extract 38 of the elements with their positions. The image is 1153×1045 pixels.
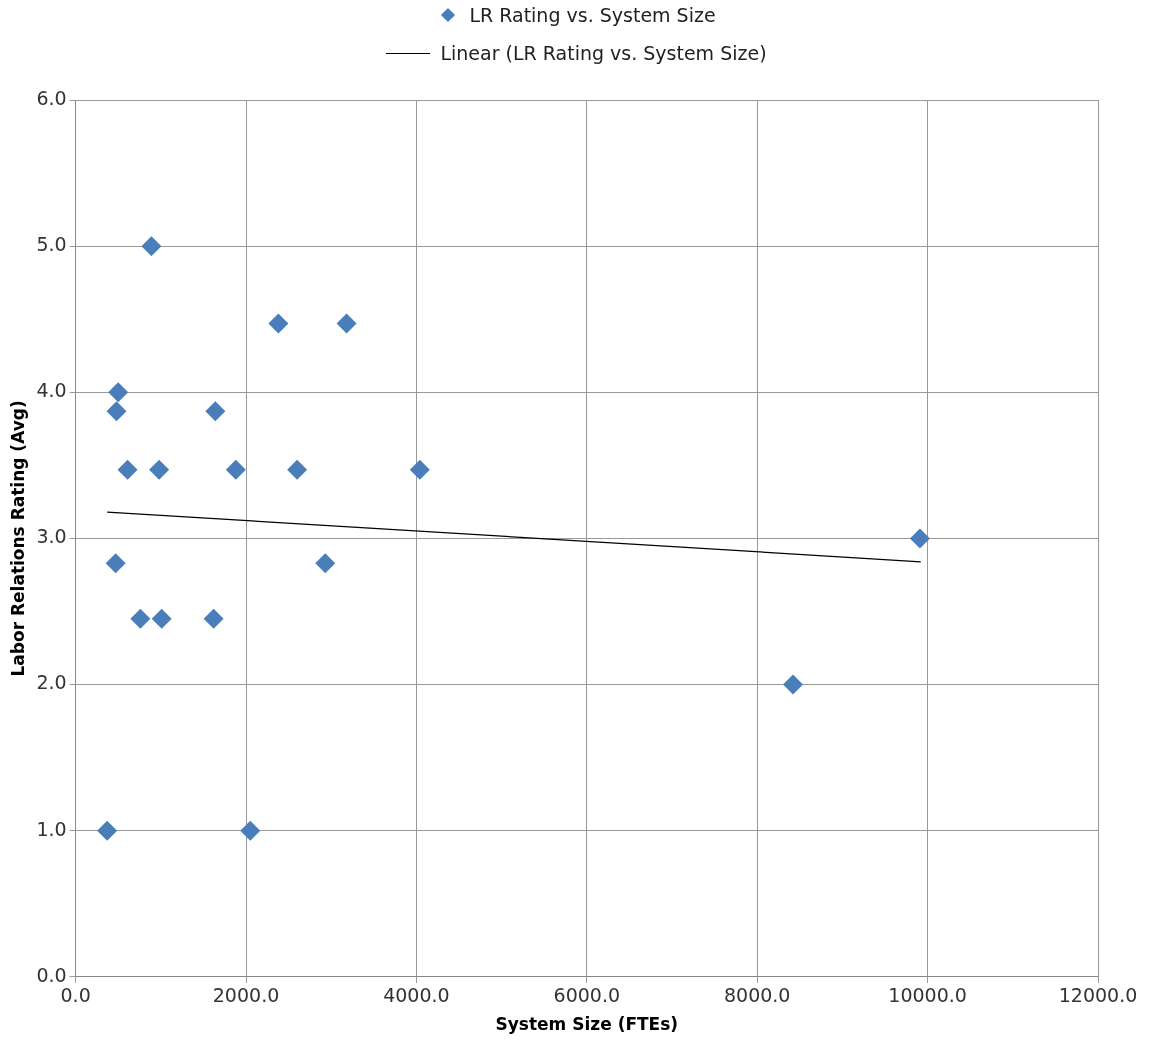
point — [909, 528, 930, 549]
point — [287, 459, 308, 480]
point — [149, 459, 170, 480]
point — [315, 553, 336, 574]
x-tick-label: 10000.0 — [888, 984, 967, 1007]
x-tick-label: 12000.0 — [1058, 984, 1138, 1007]
point — [240, 820, 261, 841]
legend-label: LR Rating vs. System Size — [469, 4, 716, 26]
point — [782, 674, 803, 695]
point — [268, 313, 289, 334]
legend-label: Linear (LR Rating vs. System Size) — [440, 42, 767, 64]
point — [409, 459, 430, 480]
x-tick-label: 8000.0 — [723, 984, 791, 1007]
x-tick-label: 2000.0 — [212, 984, 280, 1007]
y-axis-title: Labor Relations Rating (Avg) — [7, 400, 28, 677]
point — [203, 608, 224, 629]
y-tick-label: 0.0 — [36, 963, 67, 986]
point — [97, 820, 118, 841]
point — [336, 313, 357, 334]
point — [225, 459, 246, 480]
x-tick-label: 0.0 — [60, 984, 91, 1007]
x-tick-label: 6000.0 — [553, 984, 621, 1007]
y-tick-label: 5.0 — [36, 233, 67, 256]
y-tick-label: 2.0 — [36, 671, 67, 694]
y-tick-label: 1.0 — [36, 817, 67, 840]
point — [117, 459, 138, 480]
x-axis-title: System Size (FTEs) — [495, 1014, 679, 1035]
point — [141, 236, 162, 257]
point — [106, 401, 127, 422]
y-tick-label: 6.0 — [36, 86, 67, 109]
point — [130, 608, 151, 629]
point — [108, 382, 129, 403]
x-tick-label: 4000.0 — [383, 984, 450, 1007]
y-tick-label: 3.0 — [36, 525, 67, 548]
point — [105, 553, 126, 574]
point — [151, 608, 172, 629]
point — [205, 401, 226, 422]
y-tick-label: 4.0 — [36, 379, 67, 402]
